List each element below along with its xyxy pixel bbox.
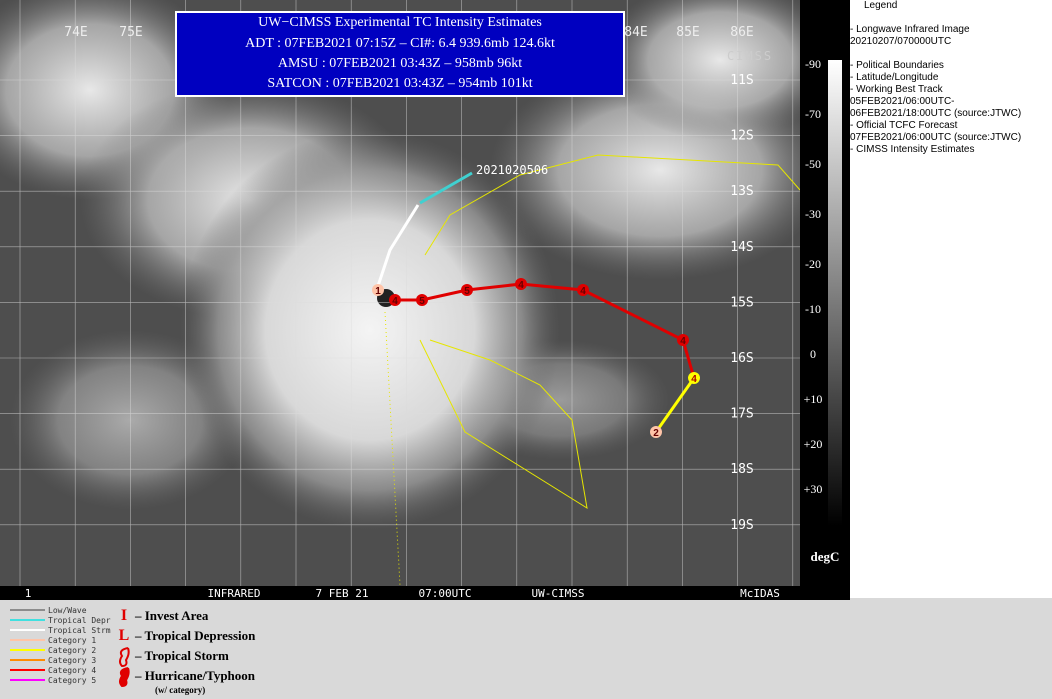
symbol-key-symbol: I [121, 607, 127, 624]
status-text: UW-CIMSS [532, 587, 585, 600]
intensity-line: SATCON : 07FEB2021 03:43Z – 954mb 101kt [267, 76, 532, 91]
track-symbol: 2 [653, 428, 659, 439]
colorbar-label: +10 [804, 392, 823, 406]
symbol-key-label: – Tropical Storm [134, 648, 229, 663]
lat-label: 17S [730, 407, 753, 422]
legend-item: - Political Boundaries [850, 60, 944, 71]
status-bar [0, 586, 800, 600]
track-symbol-bg [688, 372, 700, 384]
lon-label: 74E [64, 25, 87, 40]
colorbar-label: -90 [805, 57, 821, 71]
clouds [0, 0, 840, 530]
lat-label: 14S [730, 240, 753, 255]
track-symbol: 5 [419, 296, 425, 307]
track-symbol-bg [416, 294, 428, 306]
track-key-label: Low/Wave [48, 606, 87, 615]
track-key-label: Category 2 [48, 646, 96, 655]
track-key-label: Category 5 [48, 676, 96, 685]
legend-item: 05FEB2021/06:00UTC- [850, 96, 955, 107]
lat-label: 18S [730, 462, 753, 477]
legend-item: - Working Best Track [850, 84, 944, 95]
lat-label: 19S [730, 518, 753, 533]
track-symbol-bg [461, 284, 473, 296]
legend-panel [850, 0, 1052, 598]
colorbar-label: +30 [804, 482, 823, 496]
legend-title: Legend [864, 0, 897, 11]
track-key-label: Category 1 [48, 636, 96, 645]
legend-item: - CIMSS Intensity Estimates [850, 144, 974, 155]
status-text: 07:00UTC [419, 587, 472, 600]
intensity-line: AMSU : 07FEB2021 03:43Z – 958mb 96kt [278, 56, 522, 71]
track-symbol: 4 [691, 374, 697, 385]
intensity-line: ADT : 07FEB2021 07:15Z – CI#: 6.4 939.6m… [245, 36, 555, 51]
status-text: INFRARED [208, 587, 261, 600]
symbol-key-label: – Hurricane/Typhoon [134, 668, 256, 683]
track-symbol-bg [577, 284, 589, 296]
symbol-key-label: – Invest Area [134, 608, 209, 623]
status-text: 7 FEB 21 [316, 587, 369, 600]
track-symbol-bg [389, 294, 401, 306]
legend-item: 06FEB2021/18:00UTC (source:JTWC) [850, 108, 1021, 119]
legend-item: - Longwave Infrared Image [850, 24, 970, 35]
track-symbol: 1 [375, 286, 381, 297]
symbol-key-label: – Tropical Depression [134, 628, 256, 643]
colorbar-unit: degC [811, 549, 840, 564]
track-key-label: Category 3 [48, 656, 96, 665]
forecast-cone [384, 154, 801, 586]
symbol-key-note: (w/ category) [155, 685, 205, 695]
lat-label: 11S [730, 73, 753, 88]
track-symbol: 4 [580, 286, 586, 297]
lon-label: 75E [119, 25, 142, 40]
colorbar-label: -20 [805, 257, 821, 271]
legend-item: - Official TCFC Forecast [850, 120, 958, 131]
track-key-label: Tropical Strm [48, 626, 111, 635]
legend-item: 20210207/070000UTC [850, 36, 951, 47]
track-symbol-bg [515, 278, 527, 290]
track-symbol: 4 [680, 336, 686, 347]
lon-label: 85E [676, 25, 699, 40]
status-text: McIDAS [740, 587, 780, 600]
colorbar-label: -70 [805, 107, 821, 121]
lon-label: 86E [730, 25, 753, 40]
lon-label: 84E [624, 25, 647, 40]
track-symbol: 4 [392, 296, 398, 307]
status-text: 1 [25, 587, 32, 600]
colorbar [828, 60, 842, 526]
colorbar-label: 0 [810, 347, 816, 361]
track-symbol: 5 [464, 286, 470, 297]
lat-label: 15S [730, 295, 753, 310]
colorbar-label: -30 [805, 207, 821, 221]
track-symbol-bg [372, 284, 384, 296]
colorbar-label: -50 [805, 157, 821, 171]
legend-item: 07FEB2021/06:00UTC (source:JTWC) [850, 132, 1021, 143]
track-date-label: 2021020506 [476, 163, 548, 177]
track-symbol-bg [650, 426, 662, 438]
lat-label: 16S [730, 351, 753, 366]
colorbar-panel [800, 0, 850, 600]
symbol-key-glyph [119, 667, 130, 688]
colorbar-label: -10 [805, 302, 821, 316]
track-symbol-bg [677, 334, 689, 346]
symbol-key-glyph [119, 647, 130, 668]
legend-item: - Latitude/Longitude [850, 72, 939, 83]
symbol-key-symbol: L [119, 627, 130, 644]
lat-lon-grid [0, 0, 800, 586]
lat-label: 13S [730, 184, 753, 199]
box-title: UW−CIMSS Experimental TC Intensity Estim… [258, 15, 542, 30]
track-key-label: Tropical Depr [48, 616, 111, 625]
track-key-label: Category 4 [48, 666, 96, 675]
lat-label: 12S [730, 129, 753, 144]
intensity-box [175, 11, 625, 97]
logo: CIMSS [727, 49, 773, 63]
track-symbol: 4 [518, 280, 524, 291]
colorbar-label: +20 [804, 437, 823, 451]
